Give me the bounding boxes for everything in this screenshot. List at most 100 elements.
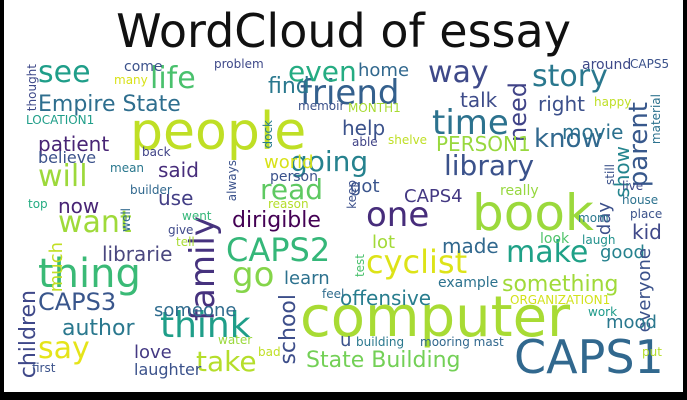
cloud-word: find [268,74,310,99]
cloud-word: thought [25,64,39,112]
cloud-word: bad [258,345,281,359]
cloud-word: mooring mast [420,335,504,349]
cloud-word: computer [300,285,571,350]
cloud-word: able [352,135,378,149]
cloud-word: patient [38,132,110,156]
cloud-word: went [182,209,212,223]
cloud-word: live [622,179,644,193]
cloud-word: kid [632,220,662,244]
cloud-word: right [538,92,585,116]
cloud-word: even [288,55,357,88]
cloud-word: CAPS5 [630,57,670,71]
cloud-word: read [260,173,324,206]
cloud-word: shelve [388,133,428,147]
cloud-word: dock [261,120,275,149]
cloud-word: State Building [306,348,461,373]
cloud-word: well [119,208,133,232]
cloud-word: CAPS3 [38,288,117,316]
cloud-word: CAPS4 [404,186,463,207]
wordcloud-figure: WordCloud of essay people computer book CAP… [4,0,683,392]
cloud-word: test [353,254,367,278]
cloud-word: person [270,169,318,185]
cloud-word: material [649,94,663,145]
cloud-word: reason [268,197,309,211]
cloud-word: know [534,124,603,154]
cloud-word: look [540,231,570,247]
cloud-word: now [58,194,100,218]
cloud-word: say [38,331,90,366]
cloud-word: water [218,333,253,347]
cloud-word: tell [176,235,195,249]
cloud-word: see [38,55,91,90]
cloud-word: CAPS2 [226,231,331,269]
cloud-word: laugh [582,233,616,247]
cloud-word: talk [460,88,498,112]
cloud-word: something [502,272,619,297]
cloud-word: come [124,59,163,75]
cloud-word: ORGANIZATION1 [510,293,611,307]
cloud-word: offensive [340,286,432,310]
cloud-word: life [150,61,196,96]
cloud-word: good [600,242,645,263]
cloud-word: love [134,342,172,363]
cloud-word: friend [300,73,400,113]
cloud-word: take [196,345,257,378]
cloud-word: first [32,361,56,375]
cloud-word: school [276,294,301,365]
cloud-word: dirigible [232,208,321,233]
cloud-word: feel [322,287,345,301]
cloud-word: cyclist [366,243,468,281]
cloud-word: put [642,345,662,359]
cloud-word: work [588,305,618,319]
cloud-word: happy [594,95,632,109]
cloud-word: builder [130,183,172,197]
cloud-word: example [438,275,499,291]
cloud-word: going [290,145,369,178]
cloud-word: go [232,255,275,295]
figure-title: WordCloud of essay [116,4,571,58]
cloud-word: still [603,164,617,185]
cloud-word: learn [284,268,330,289]
cloud-word: someone [154,300,237,321]
cloud-word: MONTH1 [348,101,401,115]
cloud-word: really [500,183,539,199]
cloud-word: lot [372,232,396,253]
cloud-word: got [350,176,380,197]
cloud-word: author [62,316,135,341]
cloud-word: believe [38,148,97,167]
cloud-word: library [444,149,535,182]
cloud-word: people [130,102,307,162]
cloud-word: Empire State [38,92,181,117]
cloud-word: made [442,234,499,258]
cloud-word: much [46,242,67,293]
cloud-word: PERSON1 [436,132,531,156]
cloud-word: mood [606,312,657,333]
cloud-word: librarie [102,242,173,266]
cloud-word: movie [562,120,624,144]
cloud-word: CAPS1 [514,330,664,384]
cloud-word: mean [110,161,145,175]
cloud-word: many [114,73,148,87]
cloud-word: top [28,197,48,211]
cloud-word: keep [345,180,359,209]
cloud-word: always [225,160,239,202]
cloud-word: problem [214,57,264,71]
cloud-word: home [358,60,410,81]
cloud-word: said [158,158,199,182]
cloud-word: u [340,330,352,351]
cloud-word: use [158,186,194,210]
cloud-word: world [264,152,314,173]
cloud-word: LOCATION1 [26,113,95,127]
cloud-word: make [506,235,589,270]
word-cloud: people computer book CAPS1 family thing think t… [16,55,670,386]
cloud-word: memoir [298,99,345,113]
cloud-word: will [38,159,88,194]
cloud-word: think [160,305,251,346]
cloud-word: want [58,205,132,240]
cloud-word: house [622,193,659,207]
cloud-word: one [366,195,430,235]
cloud-word: give [168,223,194,237]
cloud-word: place [630,207,663,221]
cloud-word: book [472,184,594,242]
cloud-word: time [432,103,509,143]
